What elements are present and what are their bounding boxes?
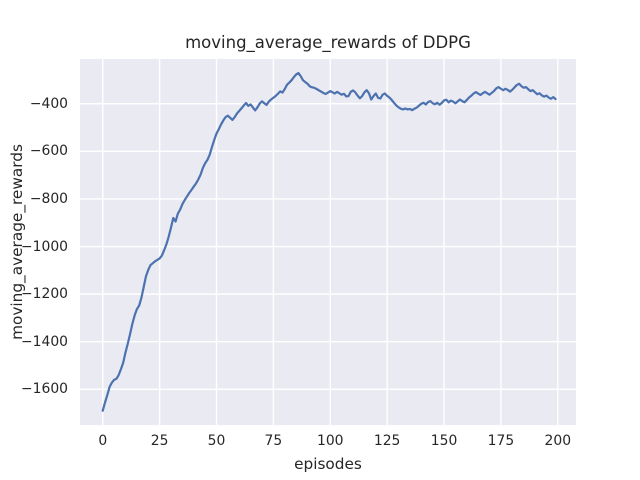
x-tick-label: 100 xyxy=(317,433,344,449)
y-tick-label: −1200 xyxy=(21,286,68,303)
reward-line xyxy=(101,71,557,412)
y-tick-label: −1400 xyxy=(21,333,68,350)
x-tick-label: 0 xyxy=(98,433,108,449)
plot-area xyxy=(80,59,576,425)
x-tick-label: 200 xyxy=(544,433,572,449)
y-tick-label: −1000 xyxy=(21,238,68,255)
y-tick-label: −1600 xyxy=(21,381,68,398)
plot-canvas xyxy=(80,59,576,425)
x-tick-label: 50 xyxy=(207,433,226,449)
x-tick-label: 175 xyxy=(487,433,515,449)
y-tick-label: −400 xyxy=(29,95,68,112)
x-tick-label: 125 xyxy=(373,433,401,449)
x-tick-label: 25 xyxy=(150,433,169,449)
y-tick-label: −600 xyxy=(29,143,68,160)
gridlines xyxy=(80,59,576,425)
y-tick-label: −800 xyxy=(29,190,68,207)
x-tick-label: 75 xyxy=(264,433,283,449)
x-axis-label: episodes xyxy=(294,455,362,473)
x-tick-label: 150 xyxy=(430,433,458,449)
chart-title: moving_average_rewards of DDPG xyxy=(185,33,471,52)
